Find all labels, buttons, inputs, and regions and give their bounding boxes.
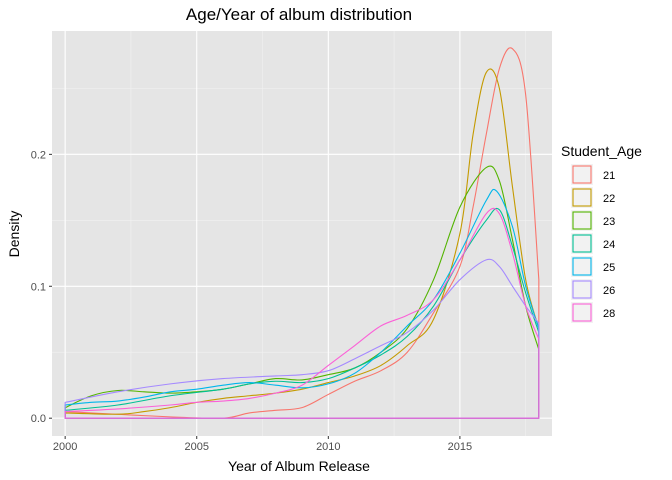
legend-item-24: 24 — [571, 233, 615, 254]
legend-key-background — [571, 302, 593, 323]
legend-key-swatch — [572, 165, 592, 184]
density-series-26 — [64, 258, 540, 419]
legend-label: 23 — [603, 216, 615, 228]
legend-item-22: 22 — [571, 187, 615, 208]
legend-label: 28 — [603, 308, 615, 320]
legend-title: Student_Age — [561, 143, 642, 159]
legend-key-background — [571, 279, 593, 300]
legend-label: 25 — [603, 262, 615, 274]
density-series-22 — [64, 68, 540, 419]
legend-label: 26 — [603, 285, 615, 297]
x-tick-label: 2005 — [184, 441, 208, 453]
density-series-21 — [64, 47, 540, 419]
legend: Student_Age 21 22 23 24 25 26 28 — [561, 143, 642, 323]
x-axis-title: Year of Album Release — [228, 458, 370, 474]
legend-key-swatch — [572, 211, 592, 230]
y-tick-label: 0.2 — [31, 149, 46, 161]
legend-key-swatch — [572, 188, 592, 207]
legend-item-26: 26 — [571, 279, 615, 300]
legend-label: 24 — [603, 239, 615, 251]
density-series-25 — [64, 188, 540, 419]
legend-item-23: 23 — [571, 210, 615, 231]
legend-key-background — [571, 210, 593, 231]
x-tick-label: 2015 — [448, 441, 472, 453]
legend-items: 21 22 23 24 25 26 28 — [571, 164, 615, 323]
legend-key-background — [571, 187, 593, 208]
legend-item-25: 25 — [571, 256, 615, 277]
legend-key-swatch — [572, 234, 592, 253]
legend-key-swatch — [572, 303, 592, 322]
series-layer — [64, 47, 540, 419]
y-axis: 0.0 0.1 0.2 — [31, 149, 52, 425]
legend-key-background — [571, 256, 593, 277]
x-tick-label: 2000 — [53, 441, 77, 453]
legend-item-21: 21 — [571, 164, 615, 185]
y-axis-title: Density — [6, 211, 22, 258]
density-series-23 — [64, 165, 540, 419]
legend-key-swatch — [572, 257, 592, 276]
legend-item-28: 28 — [571, 302, 615, 323]
density-series-28 — [64, 207, 540, 419]
y-tick-label: 0.0 — [31, 413, 46, 425]
legend-key-background — [571, 164, 593, 185]
legend-key-swatch — [572, 280, 592, 299]
y-tick-label: 0.1 — [31, 281, 46, 293]
x-axis: 2000 2005 2010 2015 — [53, 436, 472, 453]
chart-title: Age/Year of album distribution — [186, 5, 412, 24]
legend-label: 21 — [603, 170, 615, 182]
legend-label: 22 — [603, 193, 615, 205]
legend-key-background — [571, 233, 593, 254]
x-tick-label: 2010 — [316, 441, 340, 453]
